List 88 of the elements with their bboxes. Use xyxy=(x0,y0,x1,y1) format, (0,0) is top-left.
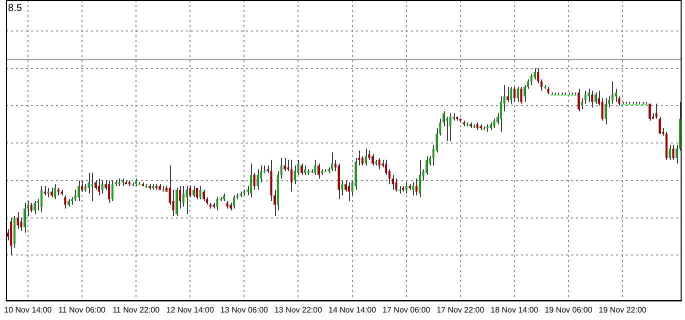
candlestick xyxy=(186,186,188,215)
candlestick xyxy=(604,98,607,125)
candlestick xyxy=(449,112,452,142)
x-tick-label: 19 Nov 06:00 xyxy=(544,305,593,314)
candlestick xyxy=(588,88,590,102)
candlestick xyxy=(506,86,509,102)
candlestick xyxy=(513,86,516,102)
candlestick xyxy=(412,182,414,196)
x-tick-label: 11 Nov 06:00 xyxy=(58,305,106,314)
candlestick xyxy=(40,186,42,213)
candlestick xyxy=(101,180,104,194)
candlestick xyxy=(16,212,19,230)
candlestick xyxy=(614,88,617,102)
candlestick xyxy=(24,202,26,234)
x-tick-label: 17 Nov 06:00 xyxy=(382,305,431,314)
x-tick-label: 12 Nov 14:00 xyxy=(166,305,214,314)
candlestick xyxy=(378,158,380,170)
candlestick xyxy=(88,172,90,194)
x-tick-label: 10 Nov 14:00 xyxy=(4,305,52,314)
candlestick xyxy=(182,186,184,208)
candlestick xyxy=(233,194,236,209)
candlestick xyxy=(253,172,256,190)
candlestick xyxy=(668,144,671,160)
candlestick xyxy=(294,164,296,185)
candlestick xyxy=(202,189,205,202)
candlestick xyxy=(44,186,46,196)
x-tick-label: 14 Nov 14:00 xyxy=(328,305,377,314)
candlestick xyxy=(405,182,408,194)
candlestick xyxy=(192,186,195,198)
candlestick xyxy=(537,68,540,84)
candlestick xyxy=(611,80,614,104)
candlestick xyxy=(176,187,178,216)
x-tick-label: 19 Nov 22:00 xyxy=(598,305,647,314)
candlestick xyxy=(30,202,32,213)
candlestick xyxy=(304,164,306,176)
candlestick xyxy=(392,174,394,190)
text: 8.5 xyxy=(8,2,22,14)
candlestick xyxy=(290,159,292,192)
candlestick xyxy=(524,84,526,102)
candlestick xyxy=(74,189,76,202)
candlestick xyxy=(284,158,286,172)
x-tick-label: 18 Nov 14:00 xyxy=(490,305,539,314)
candlestick xyxy=(655,103,658,120)
candlestick xyxy=(594,92,597,104)
candlestick xyxy=(530,73,532,86)
candlestick xyxy=(64,194,66,209)
candlestick xyxy=(98,178,100,196)
candlestick xyxy=(408,184,411,190)
candlestick xyxy=(364,148,367,166)
candlestick xyxy=(395,178,398,192)
candlestick xyxy=(47,187,50,198)
candlestick xyxy=(658,116,661,134)
candlestick xyxy=(199,186,202,200)
candlestick xyxy=(385,159,388,176)
candlestick xyxy=(91,172,94,202)
candlestick xyxy=(648,103,651,122)
x-tick-label: 13 Nov 22:00 xyxy=(274,305,323,314)
candlestick xyxy=(341,180,344,196)
candlestick xyxy=(578,88,580,112)
candlestick xyxy=(78,180,80,202)
candlestick xyxy=(111,180,114,202)
candlestick xyxy=(348,182,350,202)
candlestick xyxy=(372,154,374,166)
candlestick xyxy=(216,196,218,211)
candlestick xyxy=(34,200,36,215)
candlestick xyxy=(148,184,151,190)
candlestick xyxy=(331,152,334,172)
candlestick xyxy=(520,86,522,104)
candlestick xyxy=(415,178,418,196)
x-tick-label: 11 Nov 22:00 xyxy=(112,305,160,314)
candlestick xyxy=(344,180,347,192)
candlestick xyxy=(591,90,594,108)
candlestick xyxy=(250,163,252,198)
x-tick-label: 13 Nov 06:00 xyxy=(220,305,269,314)
candlestick xyxy=(50,187,53,198)
candlestick xyxy=(256,168,259,190)
candlestick xyxy=(418,159,421,198)
x-tick-label: 17 Nov 22:00 xyxy=(436,305,485,314)
candlestick xyxy=(493,118,496,129)
candlestick xyxy=(516,86,519,102)
candlestick xyxy=(54,184,56,200)
candlestick xyxy=(314,159,316,176)
candlestick xyxy=(317,163,320,180)
candlestick xyxy=(300,163,303,176)
candlestick xyxy=(108,180,110,204)
candlestick xyxy=(510,86,512,104)
candlestick xyxy=(672,144,674,160)
candlestick xyxy=(500,96,502,132)
